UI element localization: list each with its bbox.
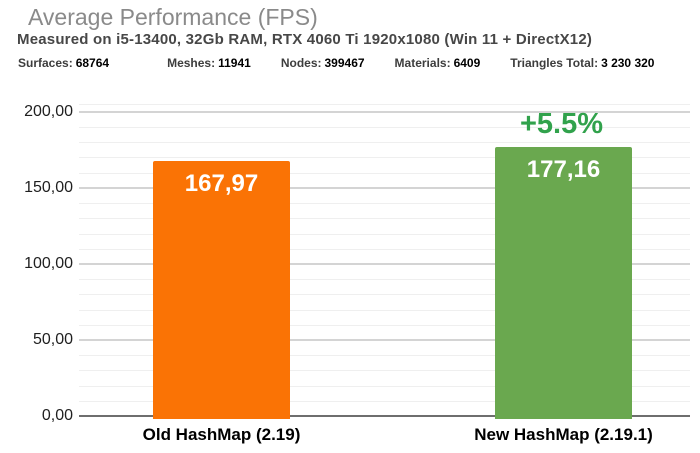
gridline-minor	[79, 294, 690, 296]
scene-stats-row: Surfaces: 68764 Meshes: 11941 Nodes: 399467…	[18, 56, 654, 70]
gridline-minor	[79, 355, 690, 357]
y-axis-tick-label: 100,00	[24, 254, 73, 272]
gridline-minor	[79, 279, 690, 281]
gridline-minor	[79, 203, 690, 205]
gridline-minor	[79, 157, 690, 159]
gridline-minor	[79, 172, 690, 174]
stat-surfaces-value: 68764	[75, 56, 110, 70]
gridline-major	[79, 338, 690, 341]
stat-materials-value: 6409	[453, 56, 481, 70]
stat-surfaces-label: Surfaces:	[18, 56, 73, 70]
gridline-minor	[79, 142, 690, 144]
stat-nodes: Nodes: 399467	[281, 56, 365, 70]
gridline-minor	[79, 218, 690, 220]
gridline-minor	[79, 104, 690, 105]
stat-nodes-label: Nodes:	[280, 56, 322, 70]
gridline-minor	[79, 370, 690, 372]
bar-value-label: 167,97	[184, 169, 259, 197]
stat-meshes-value: 11941	[218, 56, 251, 70]
chart-subtitle: Measured on i5-13400, 32Gb RAM, RTX 4060…	[17, 31, 593, 48]
gridline-minor	[79, 233, 690, 235]
x-axis-category-label: Old HashMap (2.19)	[142, 425, 301, 444]
stat-meshes-label: Meshes:	[167, 56, 216, 70]
stat-meshes: Meshes: 11941	[167, 56, 251, 70]
stat-triangles: Triangles Total: 3 230 320	[510, 56, 654, 70]
gridline-major	[79, 186, 690, 189]
x-axis-category-label: New HashMap (2.19.1)	[474, 425, 653, 444]
gridline-minor	[79, 248, 690, 250]
stat-nodes-value: 399467	[324, 56, 365, 70]
gridline-major	[79, 110, 690, 113]
y-axis-tick-label: 50,00	[32, 330, 73, 348]
gridline-major	[79, 262, 690, 265]
chart-title: Average Performance (FPS)	[28, 4, 318, 30]
x-axis-line	[79, 415, 690, 417]
delta-annotation: +5.5%	[519, 107, 604, 140]
y-axis-tick-label: 0,00	[41, 407, 73, 424]
stat-triangles-value: 3 230 320	[601, 56, 655, 70]
stat-materials: Materials: 6409	[395, 56, 481, 70]
gridline-minor	[79, 385, 690, 387]
y-axis-tick-label: 150,00	[24, 178, 73, 196]
bar-new-hashmap-2-19-1	[495, 146, 632, 419]
gridline-minor	[79, 309, 690, 311]
y-axis-tick-label: 200,00	[24, 102, 73, 120]
bar-old-hashmap-2-19	[153, 160, 290, 419]
gridline-minor	[79, 400, 690, 402]
gridline-minor	[79, 127, 690, 128]
stat-surfaces: Surfaces: 68764	[18, 56, 109, 70]
stat-triangles-label: Triangles Total:	[510, 56, 599, 70]
bar-value-label: 177,16	[526, 155, 601, 183]
gridline-minor	[79, 324, 690, 326]
stat-materials-label: Materials:	[394, 56, 451, 70]
